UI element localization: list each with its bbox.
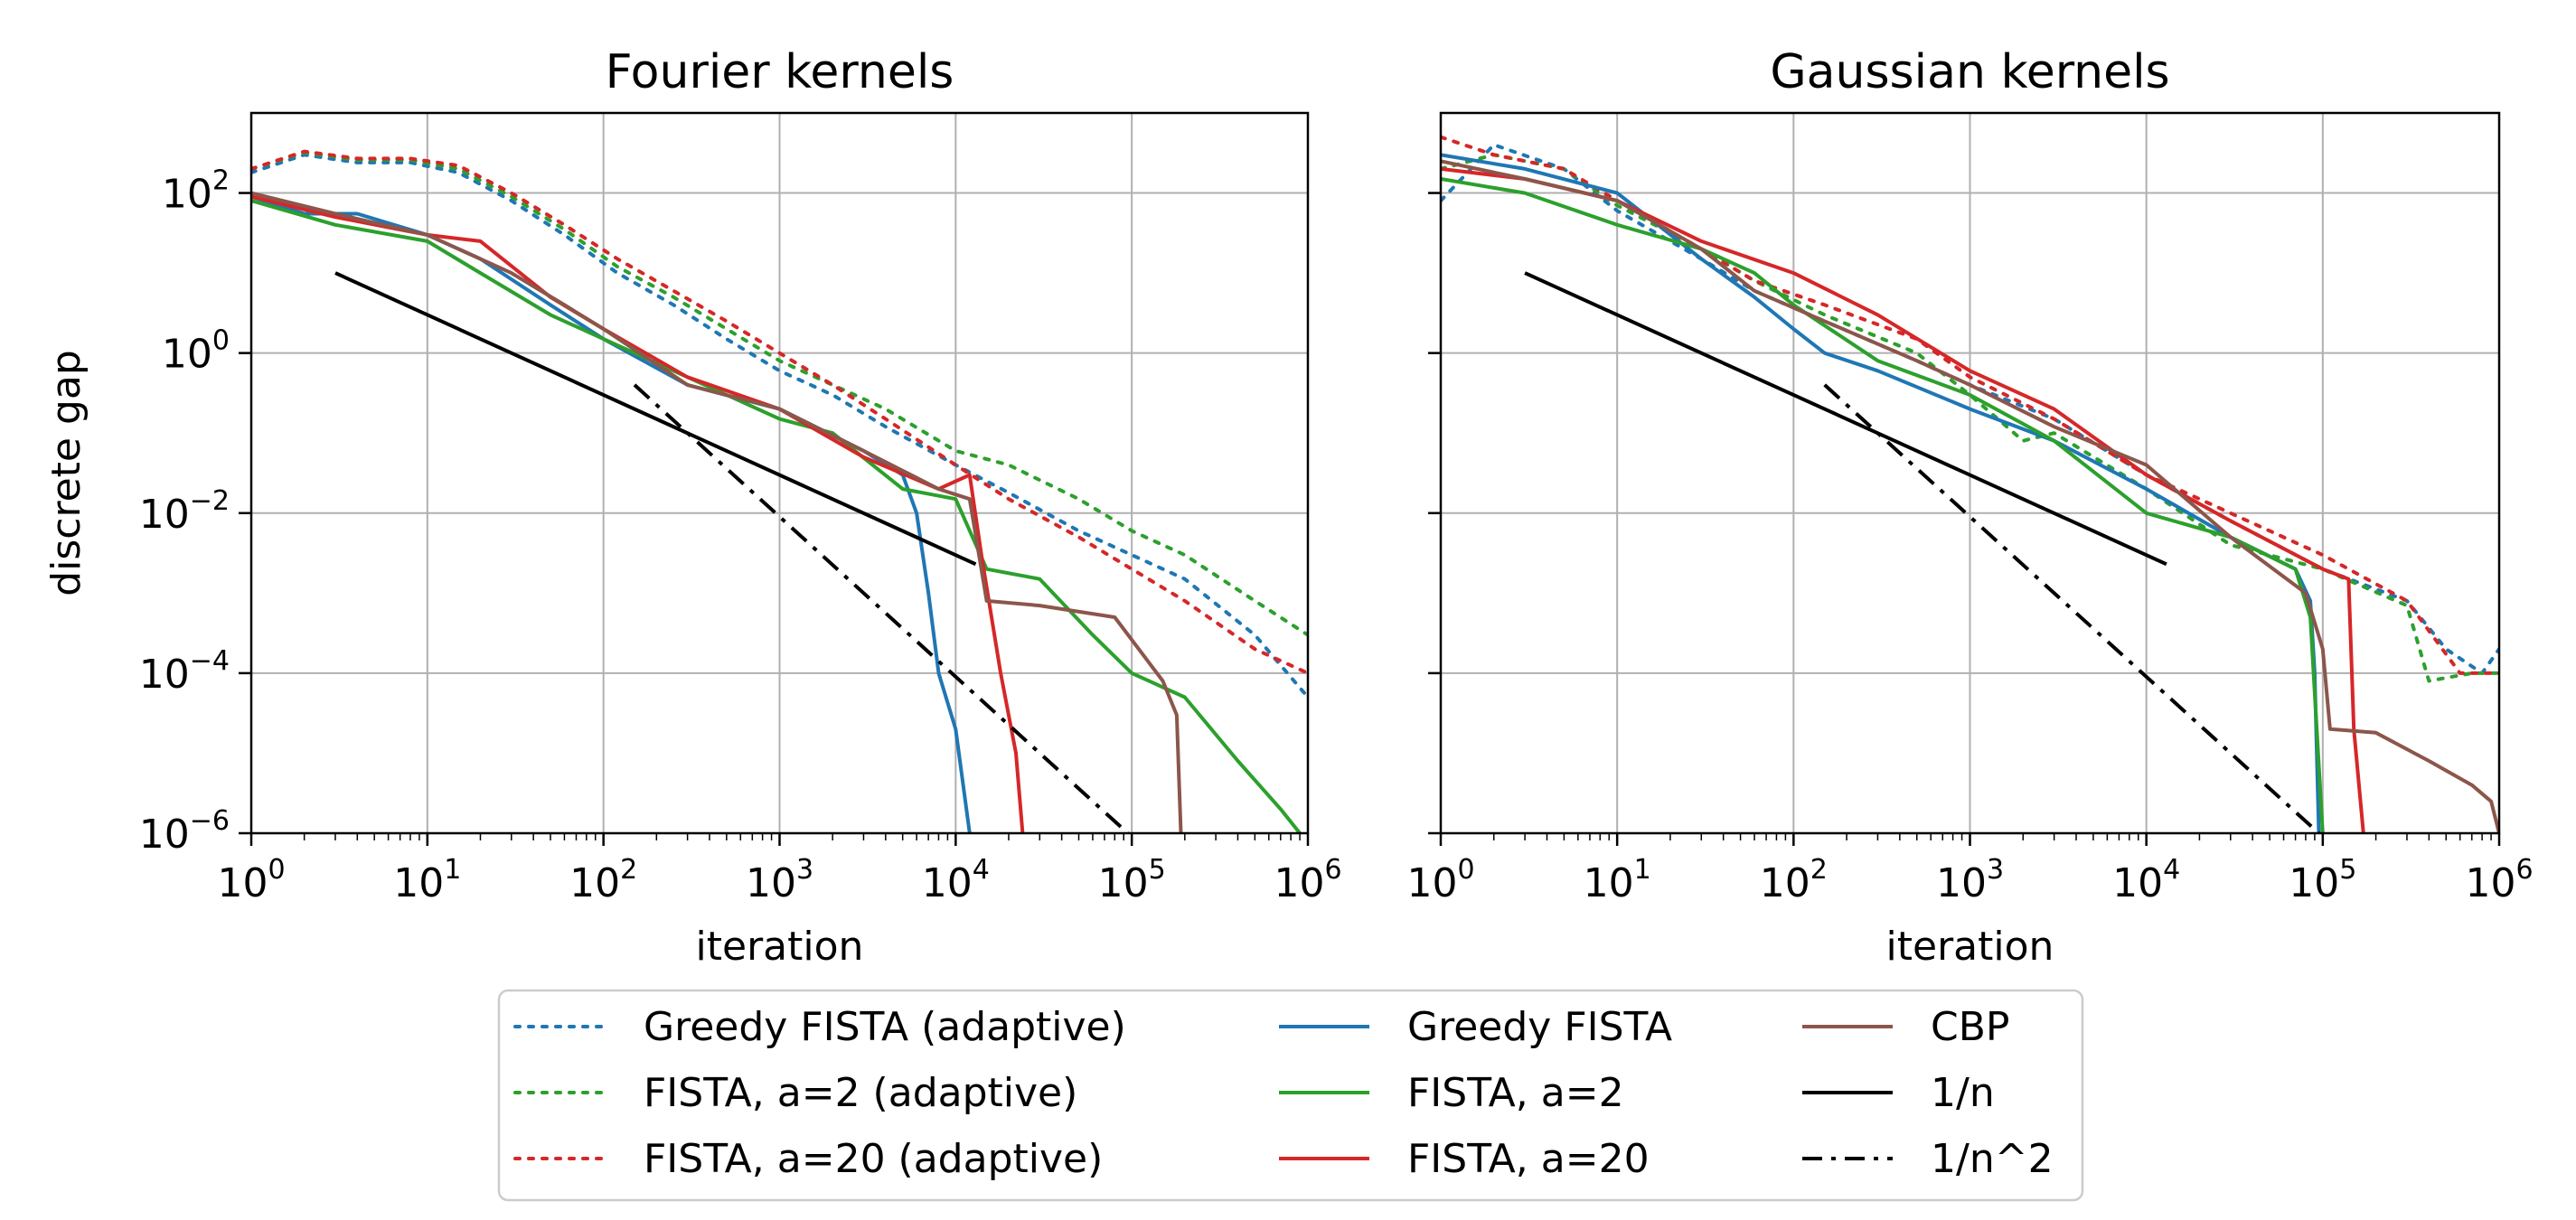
x-tick-label: 102 <box>1760 854 1828 906</box>
chart-gaussian-kernels: 100 101 102 103 104 105 106 Gaussian kernels ite… <box>1406 45 2533 970</box>
series-line-1-n-2 <box>633 383 1130 833</box>
x-tick-label: 100 <box>217 854 285 906</box>
y-tick-label: 10−4 <box>139 645 230 698</box>
x-tick-label: 106 <box>2465 854 2533 906</box>
y-axis-label: discrete gap <box>43 350 89 596</box>
x-tick-label: 105 <box>2289 854 2356 906</box>
legend: Greedy FISTA (adaptive) FISTA, a=2 (adapt… <box>497 989 2084 1202</box>
legend-label: Greedy FISTA <box>1407 1004 1672 1050</box>
legend-label: FISTA, a=20 (adaptive) <box>644 1136 1103 1182</box>
series-line-fista-a-2 <box>1441 177 2325 833</box>
chart-fourier-kernels: 100 101 102 103 104 105 106 10−6 10−4 10−2 100 102 F… <box>43 45 1342 970</box>
y-tick-label: 10−2 <box>139 485 230 538</box>
series-line-fista-a-20 <box>1441 166 2365 833</box>
x-axis-label: iteration <box>696 924 864 970</box>
y-tick-label: 10−6 <box>139 805 230 858</box>
legend-label: FISTA, a=20 <box>1407 1136 1650 1182</box>
x-tick-label: 104 <box>922 854 990 906</box>
chart-title: Gaussian kernels <box>1770 45 2169 99</box>
chart-title: Fourier kernels <box>606 45 954 99</box>
x-tick-label: 101 <box>393 854 461 906</box>
series-line-fista-a-2 <box>251 199 1302 833</box>
legend-label: CBP <box>1931 1004 2009 1050</box>
x-tick-label: 100 <box>1406 854 1474 906</box>
series-line-greedy-fista <box>251 194 972 833</box>
series-line-greedy-fista-adaptive <box>251 153 1308 699</box>
x-tick-label: 106 <box>1274 854 1341 906</box>
series-line-1-n <box>334 271 977 567</box>
series-line-cbp <box>251 191 1183 833</box>
x-tick-label: 103 <box>746 854 813 906</box>
legend-label: Greedy FISTA (adaptive) <box>644 1004 1126 1050</box>
x-tick-label: 105 <box>1098 854 1166 906</box>
y-tick-label: 102 <box>162 165 230 218</box>
x-tick-label: 101 <box>1584 854 1651 906</box>
legend-label: 1/n <box>1931 1070 1995 1116</box>
legend-label: 1/n^2 <box>1931 1136 2054 1182</box>
series-line-fista-a-2-adaptive <box>251 150 1308 637</box>
x-tick-label: 104 <box>2112 854 2180 906</box>
x-tick-label: 102 <box>569 854 637 906</box>
series-line-fista-a-20-adaptive <box>1441 135 2499 675</box>
legend-label: FISTA, a=2 (adaptive) <box>644 1070 1077 1116</box>
series-line-1-n-2 <box>1823 383 2320 833</box>
x-tick-label: 103 <box>1936 854 2004 906</box>
legend-label: FISTA, a=2 <box>1407 1070 1624 1116</box>
x-axis-label: iteration <box>1886 924 2054 970</box>
y-tick-label: 100 <box>162 325 230 378</box>
series-line-cbp <box>1441 159 2499 833</box>
series-line-1-n <box>1524 271 2167 567</box>
series-line-fista-a-20 <box>251 194 1025 833</box>
legend-frame <box>497 989 2084 1202</box>
